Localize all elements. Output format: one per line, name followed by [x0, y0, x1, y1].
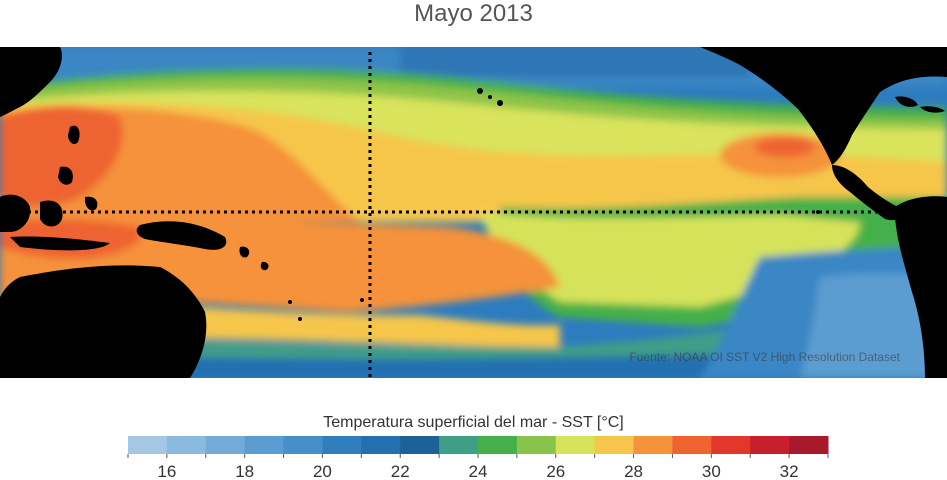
source-note: Fuente: NOAA OI SST V2 High Resolution D… [629, 350, 900, 364]
colorbar-segment [711, 436, 751, 454]
land-central-america [832, 165, 910, 221]
colorbar-segment [672, 436, 712, 454]
colorbar-segment [244, 436, 285, 454]
land-north-america [700, 47, 947, 165]
colorbar-title: Temperatura superficial del mar - SST [°… [323, 414, 624, 431]
colorbar-tick-label: 30 [702, 462, 721, 480]
land-south-america [895, 196, 947, 378]
map-title: Mayo 2013 [414, 0, 533, 27]
land-asia [0, 47, 62, 117]
colorbar-segment [750, 436, 790, 454]
colorbar-segment [789, 436, 829, 454]
colorbar-tick-label: 16 [157, 462, 176, 480]
colorbar-segment [633, 436, 673, 454]
colorbar-tick-label: 20 [313, 462, 332, 480]
colorbar: 16 18 20 22 24 26 28 30 32 [127, 436, 829, 480]
colorbar-segment [128, 436, 168, 454]
colorbar-segment [166, 436, 207, 454]
colorbar-segment [594, 436, 635, 454]
colorbar-segment [400, 436, 440, 454]
land-new-guinea [136, 221, 227, 250]
colorbar-segment [205, 436, 246, 454]
colorbar-tick-label: 18 [235, 462, 254, 480]
colorbar-segment [322, 436, 362, 454]
colorbar-segment [555, 436, 596, 454]
colorbar-tick-label: 28 [624, 462, 643, 480]
colorbar-segment [439, 436, 479, 454]
colorbar-segment [516, 436, 557, 454]
colorbar-tick-label: 22 [391, 462, 410, 480]
land-masses [0, 47, 947, 378]
colorbar-segment [283, 436, 323, 454]
sst-map: Fuente: NOAA OI SST V2 High Resolution D… [0, 47, 947, 378]
colorbar-tick-label: 26 [546, 462, 565, 480]
colorbar-segment [361, 436, 401, 454]
land-australia [0, 265, 207, 378]
colorbar-tick-label: 24 [469, 462, 488, 480]
colorbar-segment [478, 436, 518, 454]
colorbar-tick-label: 32 [780, 462, 799, 480]
